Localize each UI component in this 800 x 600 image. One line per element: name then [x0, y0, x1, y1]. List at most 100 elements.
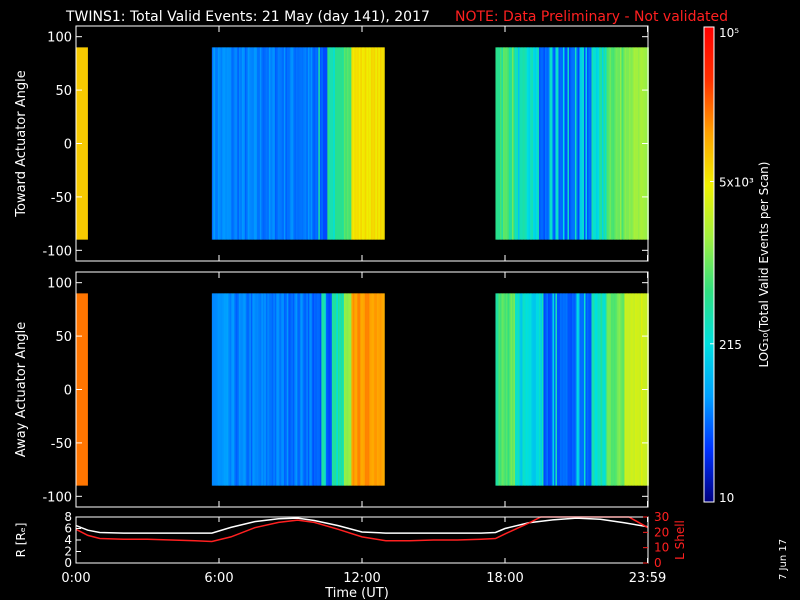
heat-column — [520, 47, 523, 240]
heat-column — [637, 47, 640, 240]
heat-column — [532, 47, 535, 240]
heat-column — [637, 293, 640, 486]
heat-column — [316, 293, 319, 486]
heat-column — [273, 47, 276, 240]
y-tick-label: -50 — [51, 191, 72, 206]
colorbar-tick-label: 5x10³ — [719, 175, 754, 189]
heat-column — [289, 47, 292, 240]
heat-column — [541, 293, 544, 486]
heat-column — [604, 47, 607, 240]
heat-column — [532, 293, 535, 486]
heat-column — [619, 293, 622, 486]
heat-column — [580, 47, 583, 240]
heat-column — [276, 293, 279, 486]
heat-column — [618, 47, 621, 240]
heat-column — [552, 293, 555, 486]
heat-column — [321, 293, 324, 486]
heat-column — [553, 293, 556, 486]
date-stamp: 7 Jun 17 — [778, 539, 789, 580]
y-tick-label: 50 — [55, 330, 72, 345]
heat-column — [550, 47, 553, 240]
heat-column — [238, 293, 241, 486]
heat-column — [609, 47, 612, 240]
heat-column — [270, 47, 273, 240]
heat-column — [565, 293, 568, 486]
heat-column — [232, 293, 235, 486]
heat-column — [271, 293, 274, 486]
heat-column — [222, 293, 225, 486]
heat-column — [231, 293, 234, 486]
heat-column — [213, 47, 216, 240]
left-y-axis-label: R [Rₑ] — [14, 523, 28, 558]
heat-column — [355, 47, 358, 240]
heat-column — [282, 293, 285, 486]
heat-column — [504, 293, 507, 486]
heat-column — [343, 47, 346, 240]
l-shell-series-line — [75, 516, 649, 543]
heat-column — [273, 293, 276, 486]
heat-column — [501, 293, 504, 486]
heat-column — [352, 293, 355, 486]
heat-column — [546, 47, 549, 240]
heat-column — [364, 293, 367, 486]
heat-column — [634, 293, 637, 486]
heat-column — [358, 47, 361, 240]
heat-column — [256, 293, 259, 486]
heat-column — [618, 293, 621, 486]
heat-column — [627, 47, 630, 240]
heat-column — [555, 293, 558, 486]
heat-block — [495, 47, 649, 240]
heat-column — [261, 293, 264, 486]
heat-column — [271, 47, 274, 240]
heat-column — [621, 293, 624, 486]
heat-column — [496, 293, 499, 486]
heat-column — [354, 293, 357, 486]
heat-column — [622, 293, 625, 486]
heat-column — [331, 47, 334, 240]
heat-column — [301, 293, 304, 486]
heat-column — [349, 293, 352, 486]
heat-column — [285, 47, 288, 240]
heat-column — [564, 293, 567, 486]
heat-column — [615, 47, 618, 240]
heat-column — [255, 47, 258, 240]
heat-column — [319, 47, 322, 240]
heat-column — [223, 47, 226, 240]
heat-column — [339, 47, 342, 240]
heat-column — [636, 293, 639, 486]
heat-column — [309, 293, 312, 486]
heat-column — [522, 293, 525, 486]
heat-column — [312, 47, 315, 240]
heat-column — [624, 47, 627, 240]
heat-column — [549, 293, 552, 486]
heat-column — [364, 47, 367, 240]
heat-column — [376, 47, 379, 240]
heat-column — [540, 47, 543, 240]
heat-column — [516, 293, 519, 486]
heat-column — [510, 293, 513, 486]
heat-column — [562, 47, 565, 240]
heat-column — [274, 293, 277, 486]
heat-column — [286, 293, 289, 486]
heat-column — [535, 47, 538, 240]
heat-column — [577, 47, 580, 240]
heat-column — [225, 47, 228, 240]
heat-column — [340, 293, 343, 486]
heat-column — [378, 293, 381, 486]
heat-column — [367, 293, 370, 486]
heat-column — [550, 293, 553, 486]
right-y-tick-label: 0 — [654, 556, 662, 570]
heat-column — [268, 47, 271, 240]
heat-column — [309, 47, 312, 240]
heat-column — [567, 293, 570, 486]
heat-column — [244, 47, 247, 240]
heat-column — [639, 47, 642, 240]
heat-column — [525, 47, 528, 240]
heat-column — [574, 293, 577, 486]
heat-column — [298, 293, 301, 486]
heat-column — [324, 293, 327, 486]
y-tick-label: -100 — [42, 244, 72, 259]
heat-column — [367, 47, 370, 240]
heat-column — [346, 47, 349, 240]
heat-column — [601, 47, 604, 240]
